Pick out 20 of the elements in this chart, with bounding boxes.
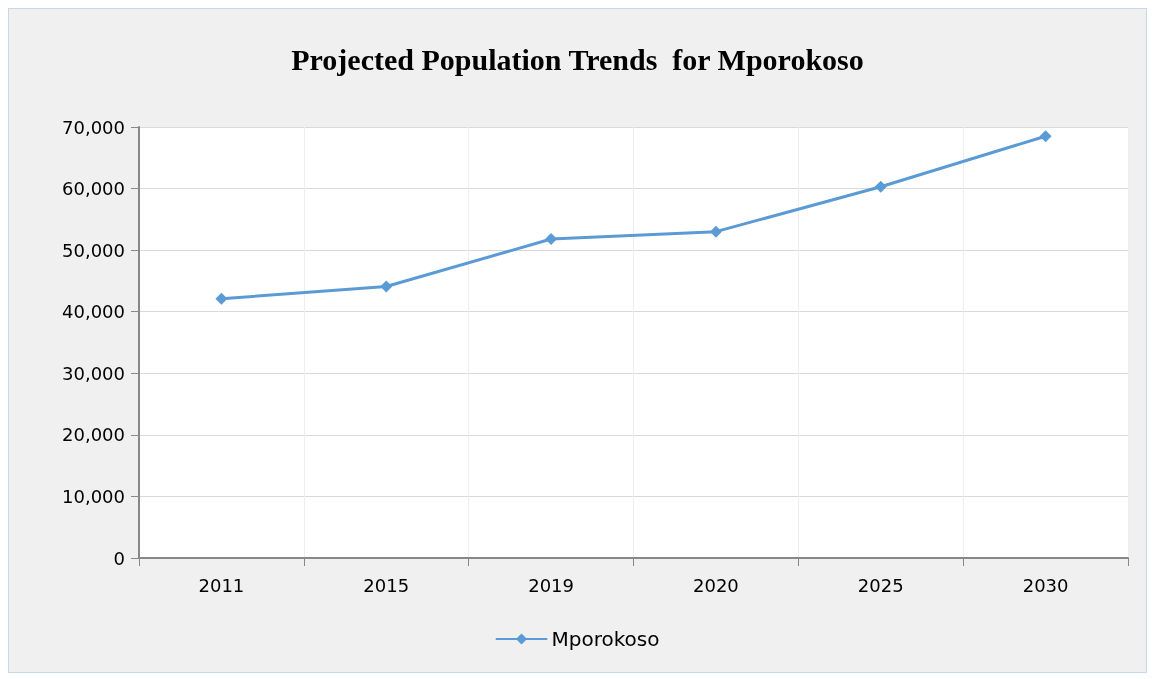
y-tick-label: 40,000 [62,301,125,323]
x-tick-label: 2011 [198,574,245,596]
y-tick-label: 60,000 [62,178,125,200]
y-tick-label: 50,000 [62,239,125,261]
x-tick-label: 2020 [693,574,739,596]
y-tick-label: 70,000 [62,116,125,138]
y-tick-label: 30,000 [62,362,125,384]
point [380,280,393,293]
x-tick-label: 2019 [528,574,574,596]
y-tick-label: 10,000 [62,485,125,507]
y-tick-label: 0 [113,547,125,569]
chart-title: Projected Population Trends for Mporokoso [291,42,864,76]
y-tick-label: 20,000 [62,424,125,446]
point [1039,130,1052,143]
point [215,292,228,305]
x-tick-label: 2025 [857,574,904,596]
x-tick-label: 2015 [363,574,410,596]
point [874,180,887,193]
legend-label: Mporokoso [551,627,660,651]
x-tick-label: 2030 [1022,574,1069,596]
